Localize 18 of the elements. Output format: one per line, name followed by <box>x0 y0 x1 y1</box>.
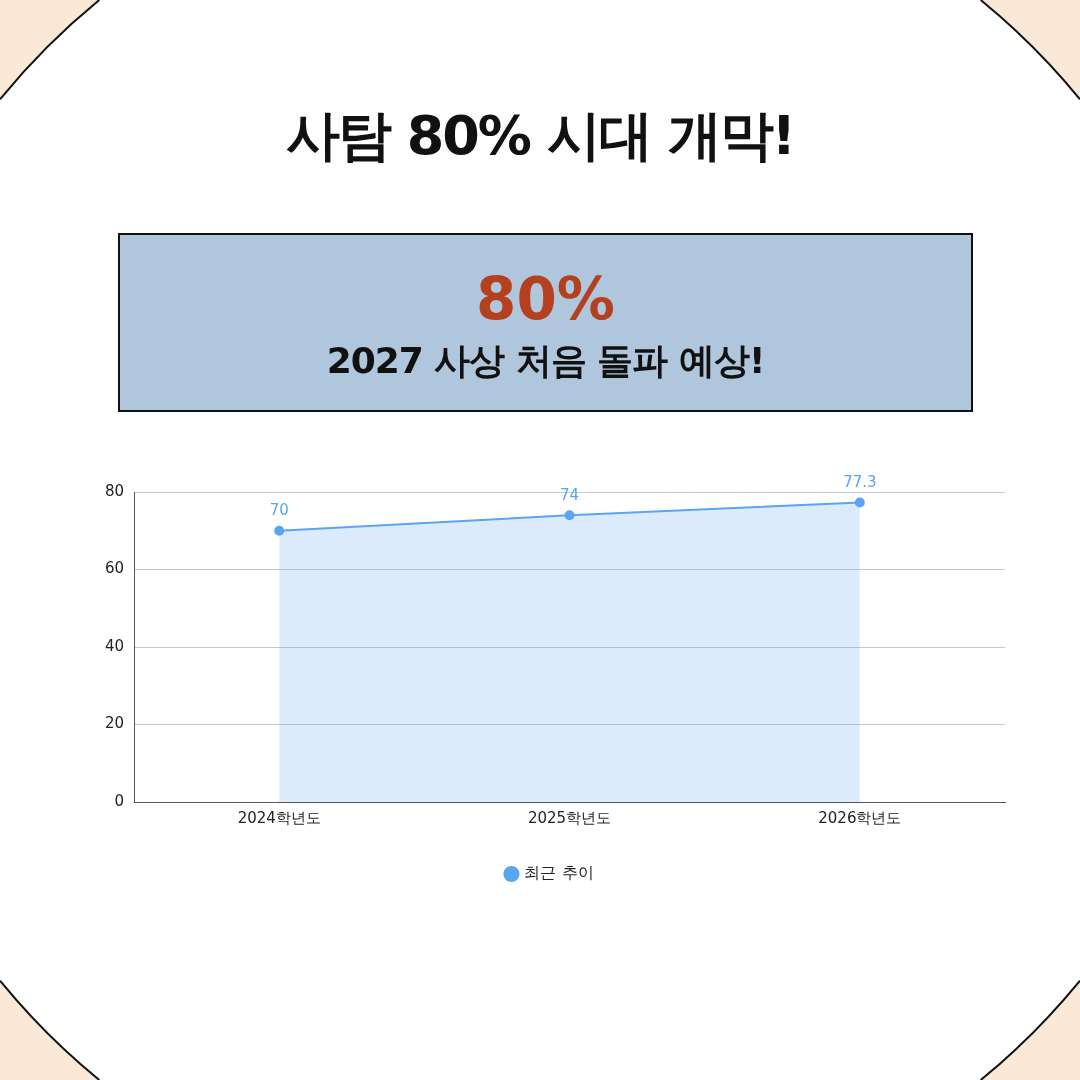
data-label: 70 <box>269 501 289 520</box>
y-tick-label: 20 <box>104 714 125 733</box>
x-tick-label: 2026학년도 <box>818 808 902 827</box>
chart-title: 사탐 80% 시대 개막! <box>284 103 796 169</box>
text: 80% <box>475 265 616 333</box>
data-label: 77.3 <box>843 472 877 491</box>
y-tick-label: 80 <box>104 481 125 500</box>
text: 2027 사상 처음 돌파 예상! <box>325 339 766 383</box>
point <box>564 510 575 521</box>
x-tick-label: 2024학년도 <box>237 808 321 827</box>
data-label: 74 <box>560 485 580 504</box>
y-tick-label: 40 <box>104 636 125 655</box>
y-tick-label: 0 <box>114 791 125 810</box>
x-tick-label: 2025학년도 <box>527 808 612 827</box>
legend-label: 최근 추이 <box>524 863 594 883</box>
point <box>274 525 285 536</box>
point <box>854 497 865 508</box>
y-tick-label: 60 <box>104 559 125 578</box>
